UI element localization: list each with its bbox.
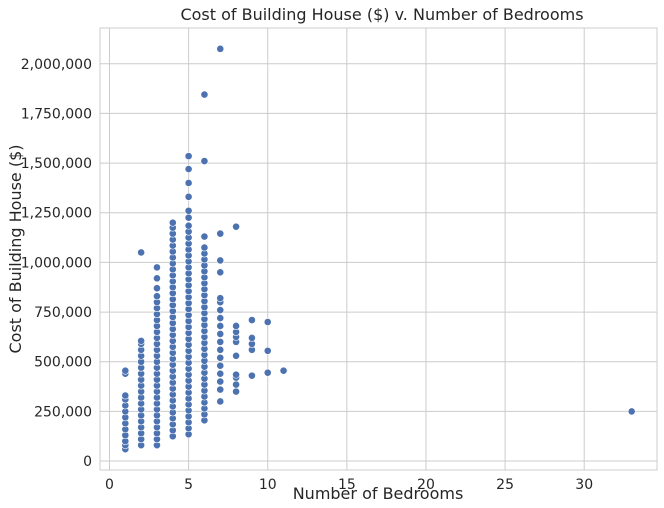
data-point xyxy=(216,268,225,277)
x-tick-label: 30 xyxy=(575,477,593,493)
y-tick-label: 1,750,000 xyxy=(21,106,92,122)
data-points xyxy=(121,44,636,454)
y-tick-label: 0 xyxy=(83,454,92,470)
y-tick-labels: 0 250,000 500,000 750,000 1,000,000 1,250,000… xyxy=(21,57,92,470)
data-point xyxy=(216,377,225,386)
x-tick-label: 0 xyxy=(105,477,114,493)
data-point xyxy=(216,385,225,394)
data-point xyxy=(153,274,161,283)
data-point xyxy=(232,380,240,389)
y-tick-label: 1,250,000 xyxy=(21,206,92,222)
data-point xyxy=(216,369,225,378)
data-point xyxy=(263,318,272,326)
x-tick-label: 20 xyxy=(417,477,435,493)
data-point xyxy=(153,284,161,293)
data-point xyxy=(248,371,256,380)
x-tick-label: 5 xyxy=(184,477,193,493)
data-point xyxy=(232,387,240,396)
data-point xyxy=(137,248,146,257)
data-point xyxy=(216,330,225,338)
y-tick-label: 1,500,000 xyxy=(21,156,92,172)
data-point xyxy=(232,351,240,360)
grid xyxy=(100,28,657,470)
data-point xyxy=(121,391,130,400)
data-point xyxy=(216,337,225,346)
data-point xyxy=(184,165,193,173)
data-point xyxy=(184,221,193,230)
data-point xyxy=(232,322,240,330)
data-point xyxy=(168,218,177,227)
data-point xyxy=(121,366,130,375)
data-point xyxy=(153,263,161,272)
data-point xyxy=(184,192,193,201)
x-tick-labels: 0 5 10 15 20 25 30 xyxy=(105,477,593,493)
data-point xyxy=(200,90,209,99)
y-tick-label: 750,000 xyxy=(34,305,92,321)
data-point xyxy=(153,292,161,301)
data-point xyxy=(200,157,209,165)
data-point xyxy=(216,44,225,53)
data-point xyxy=(216,345,225,354)
data-point xyxy=(248,316,256,324)
y-tick-label: 2,000,000 xyxy=(21,57,92,73)
data-point xyxy=(263,368,272,377)
data-point xyxy=(216,294,225,303)
data-point xyxy=(216,361,225,370)
data-point xyxy=(184,206,193,215)
x-tick-label: 10 xyxy=(259,477,277,493)
data-point xyxy=(200,232,209,241)
data-point xyxy=(216,256,225,265)
data-point xyxy=(216,353,225,362)
chart-title: Cost of Building House ($) v. Number of … xyxy=(180,5,583,24)
x-tick-label: 15 xyxy=(338,477,356,493)
y-axis-label: Cost of Building House ($) xyxy=(6,144,25,353)
data-point xyxy=(627,407,636,416)
data-point xyxy=(279,366,288,375)
data-point xyxy=(200,243,209,252)
data-point xyxy=(216,322,225,330)
y-tick-label: 500,000 xyxy=(34,355,92,371)
data-point xyxy=(184,213,193,222)
data-point xyxy=(232,370,240,379)
data-point xyxy=(216,306,225,314)
data-point xyxy=(216,397,225,406)
data-point xyxy=(248,333,256,342)
plot-frame xyxy=(99,27,658,471)
x-axis-label: Number of Bedrooms xyxy=(293,484,464,503)
data-point xyxy=(263,346,272,355)
data-point xyxy=(137,336,146,345)
data-point xyxy=(232,222,240,231)
data-point xyxy=(184,179,193,187)
data-point xyxy=(216,314,225,322)
y-tick-label: 1,000,000 xyxy=(21,255,92,271)
x-tick-label: 25 xyxy=(496,477,514,493)
data-point xyxy=(184,152,193,161)
data-point xyxy=(216,229,225,238)
y-tick-label: 250,000 xyxy=(34,404,92,420)
